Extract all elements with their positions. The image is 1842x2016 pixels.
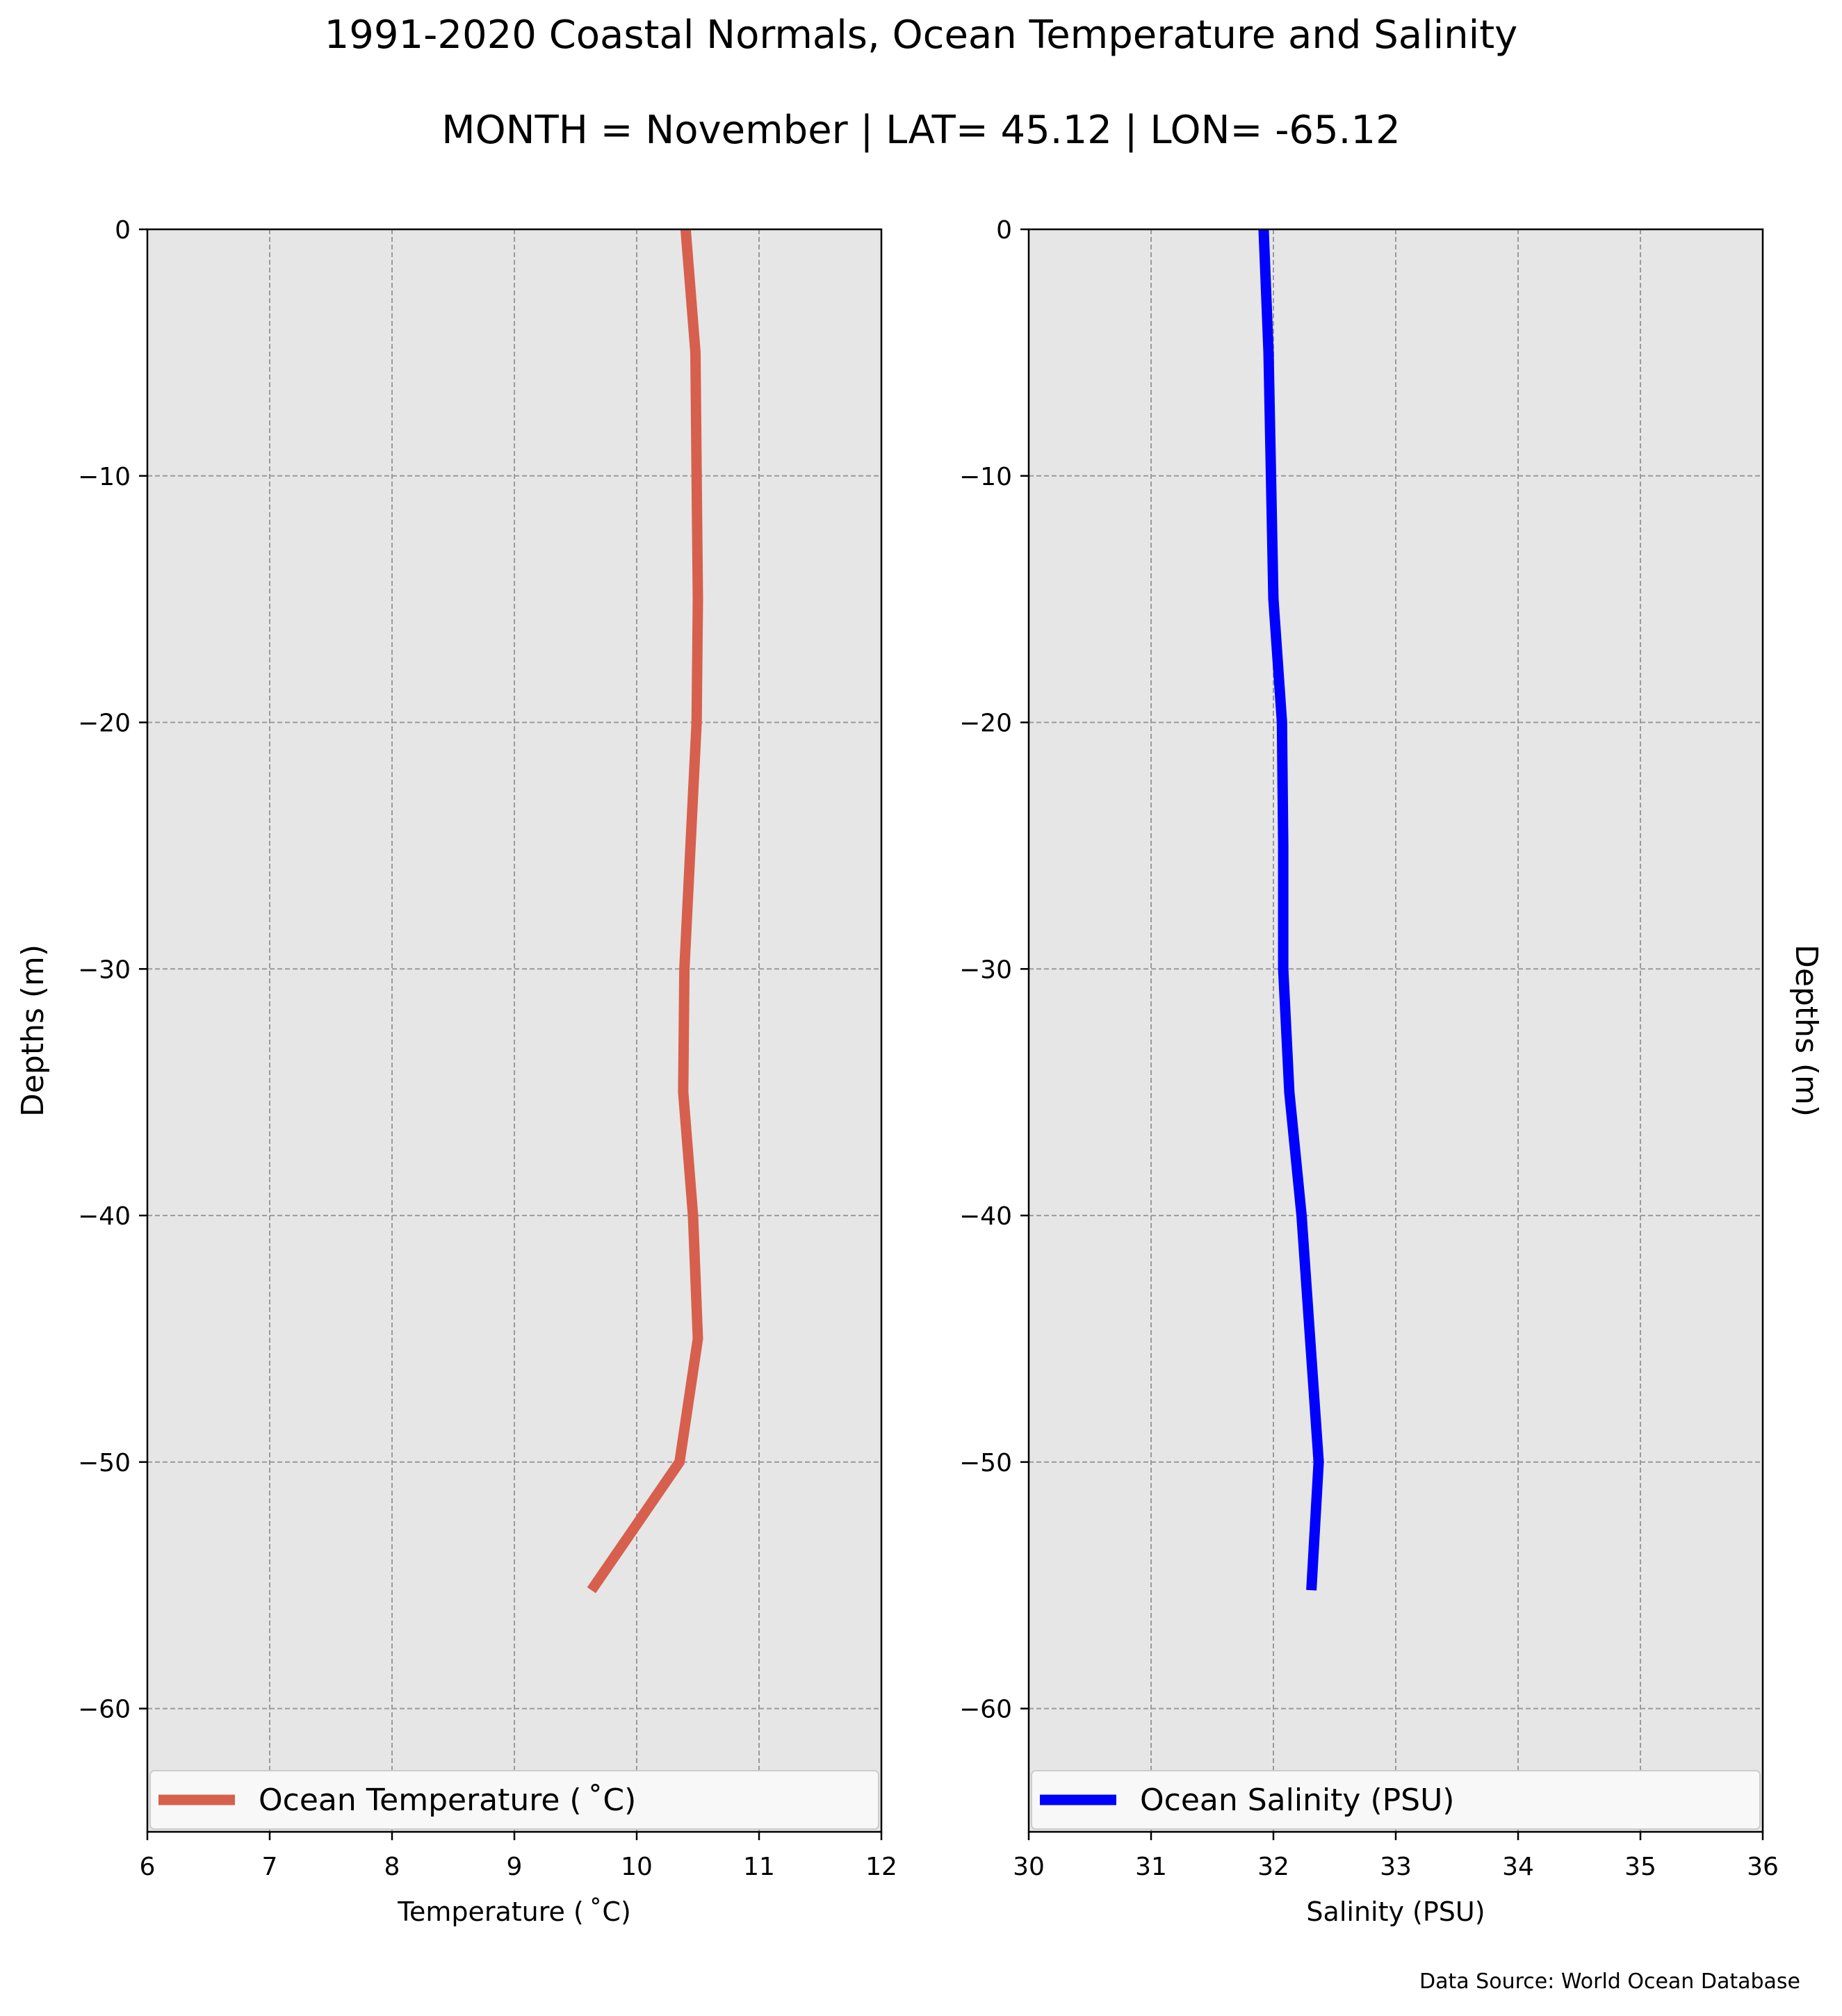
x-tick-label: 33 [1380,1853,1412,1881]
x-axis-label: Salinity (PSU) [1306,1896,1485,1927]
y-tick-label: −30 [959,956,1012,984]
y-tick-label: −10 [959,463,1012,491]
data-source-note: Data Source: World Ocean Database [1419,1969,1800,1994]
y-tick-label: 0 [996,216,1012,245]
chart-subtitle: MONTH = November | LAT= 45.12 | LON= -65… [441,108,1401,153]
plot-area [1029,229,1763,1832]
x-tick-label: 30 [1013,1853,1045,1881]
y-tick-label: −20 [78,710,131,738]
x-tick-label: 31 [1135,1853,1167,1881]
legend: Ocean Salinity (PSU) [1031,1770,1761,1830]
y-tick-label: −60 [959,1696,1012,1724]
series-line [587,229,703,1593]
plot-area [147,229,881,1832]
x-axis-label: Temperature ( ˚C) [397,1896,631,1927]
y-tick-label: −30 [78,956,131,984]
legend-label: Ocean Temperature ( ˚C) [259,1783,636,1818]
y-tick-label: −50 [78,1449,131,1477]
y-axis-label: Depths (m) [1788,944,1824,1117]
x-tick-label: 12 [865,1853,897,1881]
y-axis-label: Depths (m) [15,944,51,1117]
y-tick-label: −40 [78,1202,131,1231]
x-tick-label: 36 [1747,1853,1779,1881]
x-tick-label: 10 [621,1853,653,1881]
y-tick-label: 0 [115,216,131,245]
salinity-panel: 30 31 32 33 34 35 36 0 −10 −20 −30 −40 −50 −60 Salinit… [959,216,1824,1927]
chart-title: 1991-2020 Coastal Normals, Ocean Tempera… [324,13,1518,58]
legend: Ocean Temperature ( ˚C) [149,1770,879,1830]
x-tick-label: 9 [507,1853,523,1881]
y-tick-label: −50 [959,1449,1012,1477]
x-tick-label: 32 [1257,1853,1289,1881]
y-tick-label: −40 [959,1202,1012,1231]
x-tick-label: 6 [140,1853,156,1881]
x-tick-label: 34 [1502,1853,1534,1881]
legend-box [1031,1770,1761,1830]
legend-box [149,1770,879,1830]
x-tick-label: 11 [743,1853,775,1881]
y-tick-label: −10 [78,463,131,491]
series-line [1258,229,1324,1591]
x-tick-label: 35 [1624,1853,1656,1881]
temperature-panel: 6 7 8 9 10 11 12 0 −10 −20 −30 −40 −50 −60 Temperature… [15,216,897,1927]
y-tick-label: −20 [959,710,1012,738]
x-tick-label: 7 [262,1853,278,1881]
x-tick-label: 8 [384,1853,400,1881]
legend-label: Ocean Salinity (PSU) [1140,1783,1454,1818]
y-tick-label: −60 [78,1696,131,1724]
